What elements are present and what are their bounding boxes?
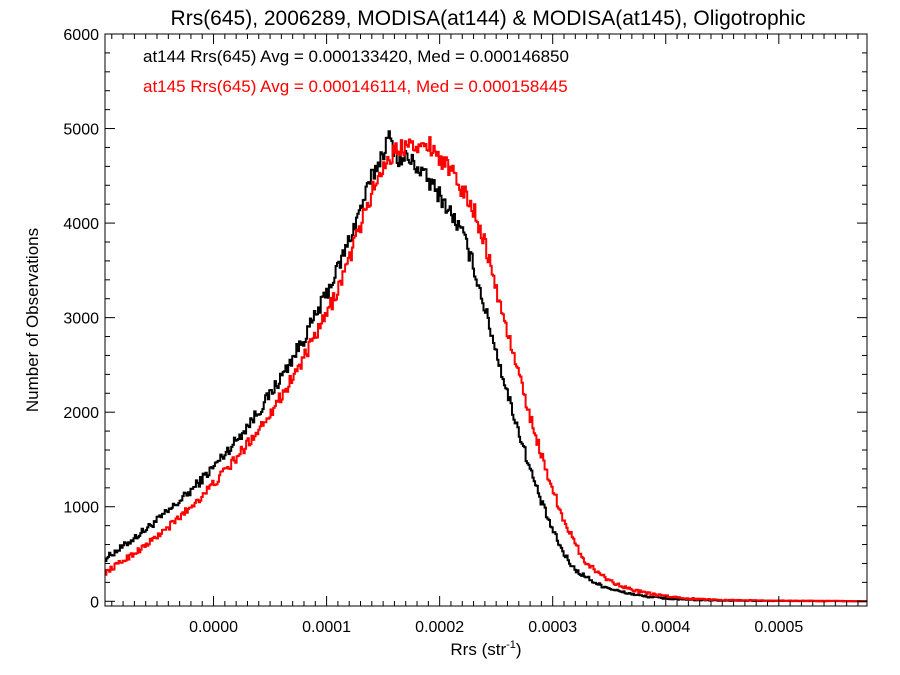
- y-tick-label: 4000: [63, 216, 99, 233]
- x-tick-label: 0.0000: [189, 619, 238, 636]
- series-line-at144: [105, 130, 868, 603]
- legend-entry-at144: at144 Rrs(645) Avg = 0.000133420, Med = …: [143, 47, 569, 66]
- y-tick-label: 5000: [63, 122, 99, 139]
- legend-entry-at145: at145 Rrs(645) Avg = 0.000146114, Med = …: [143, 77, 568, 96]
- y-tick-label: 1000: [63, 500, 99, 517]
- x-tick-label: 0.0003: [528, 619, 577, 636]
- x-axis-label: Rrs (str-1): [450, 639, 521, 659]
- y-tick-label: 3000: [63, 311, 99, 328]
- y-tick-label: 6000: [63, 27, 99, 44]
- series-layer: [105, 130, 868, 603]
- y-axis-label: Number of Observations: [23, 228, 42, 412]
- chart-title: Rrs(645), 2006289, MODISA(at144) & MODIS…: [171, 7, 806, 30]
- ticks-layer: 0.0000 0.0001 0.0002 0.0003 0.0004 0.0005 0 100…: [63, 27, 867, 636]
- plot-frame: [104, 33, 868, 607]
- x-tick-label: 0.0004: [641, 619, 690, 636]
- series-line-at145: [105, 136, 868, 603]
- y-tick-label: 0: [90, 594, 99, 611]
- x-tick-label: 0.0001: [302, 619, 351, 636]
- x-tick-label: 0.0005: [754, 619, 803, 636]
- y-tick-label: 2000: [63, 405, 99, 422]
- x-tick-label: 0.0002: [415, 619, 464, 636]
